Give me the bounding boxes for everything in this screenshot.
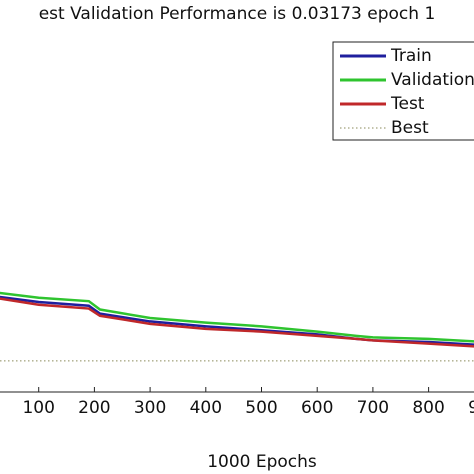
x-tick-label: 700 <box>357 398 389 418</box>
x-tick-label: 600 <box>301 398 333 418</box>
x-tick-label: 200 <box>78 398 110 418</box>
x-tick-label: 800 <box>412 398 444 418</box>
legend-label: Best <box>391 118 429 138</box>
x-axis-label: 1000 Epochs <box>207 452 317 472</box>
legend-label: Test <box>390 94 425 114</box>
x-tick-label: 300 <box>134 398 166 418</box>
x-tick-label: 900 <box>468 398 474 418</box>
x-tick-label: 100 <box>22 398 54 418</box>
x-tick-label: 500 <box>245 398 277 418</box>
legend-label: Validation <box>391 70 474 90</box>
legend-box <box>332 41 474 141</box>
series-line <box>0 291 474 343</box>
legend-label: Train <box>390 46 432 66</box>
x-tick-label: 400 <box>190 398 222 418</box>
series-line <box>0 297 474 348</box>
series-line <box>0 295 474 346</box>
chart-title: est Validation Performance is 0.03173 ep… <box>39 4 436 24</box>
